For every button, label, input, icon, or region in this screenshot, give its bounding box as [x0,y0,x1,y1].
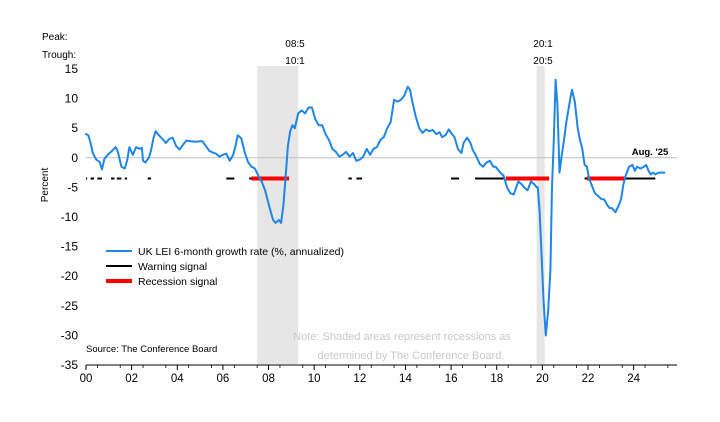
y-tick-label--35: -35 [61,358,79,372]
x-tick-label-06: 06 [217,373,230,385]
label-layer: Peak: Trough: 08:5 10:1 20:1 20:5 Percen… [40,32,669,362]
recession-2-peak-label: 20:1 [533,39,553,50]
y-tick-label--25: -25 [61,299,79,313]
recession-1-trough-label: 10:1 [285,56,305,67]
source-text: Source: The Conference Board [86,344,217,355]
legend-label-warning: Warning signal [138,261,207,273]
note-line-2: determined by The Conference Board. [318,350,505,362]
x-tick-label-12: 12 [353,373,366,385]
x-tick-label-18: 18 [490,373,503,385]
y-tick-label--20: -20 [61,269,79,283]
x-tick-label-24: 24 [627,373,640,385]
line-layer [85,78,666,337]
aug-25-annotation: Aug. '25 [632,147,669,158]
legend-label-lei: UK LEI 6-month growth rate (%, annualize… [138,246,344,258]
y-tick-label--15: -15 [61,240,79,254]
peak-label: Peak: [42,32,68,43]
y-axis-label: Percent [40,168,51,203]
recession-1-peak-label: 08:5 [285,39,305,50]
x-tick-label-16: 16 [445,373,458,385]
x-tick-label-14: 14 [399,373,412,385]
y-tick-label-10: 10 [65,92,79,106]
x-tick-label-04: 04 [171,373,184,385]
legend: UK LEI 6-month growth rate (%, annualize… [106,246,344,288]
x-tick-label-02: 02 [125,373,138,385]
y-tick-label-5: 5 [71,121,78,135]
x-tick-label-00: 00 [80,373,93,385]
trough-label: Trough: [42,50,76,61]
x-tick-label-20: 20 [536,373,549,385]
note-line-1: Note: Shaded areas represent recessions … [293,331,511,343]
lei-growth-line [85,78,666,337]
y-tick-label--10: -10 [61,210,79,224]
y-tick-label--30: -30 [61,328,79,342]
x-tick-label-10: 10 [308,373,321,385]
y-tick-label--5: -5 [67,180,78,194]
axis-layer: 00 02 04 06 08 10 12 14 16 18 20 22 24 15 10 5 0 -5 -10 -15… [61,62,677,385]
recession-shade-1 [257,66,299,364]
legend-label-recession: Recession signal [138,276,217,288]
x-tick-label-08: 08 [262,373,275,385]
recession-2-trough-label: 20:5 [533,56,553,67]
x-tick-label-22: 22 [582,373,595,385]
y-tick-label-15: 15 [65,62,79,76]
y-tick-label-0: 0 [71,151,78,165]
